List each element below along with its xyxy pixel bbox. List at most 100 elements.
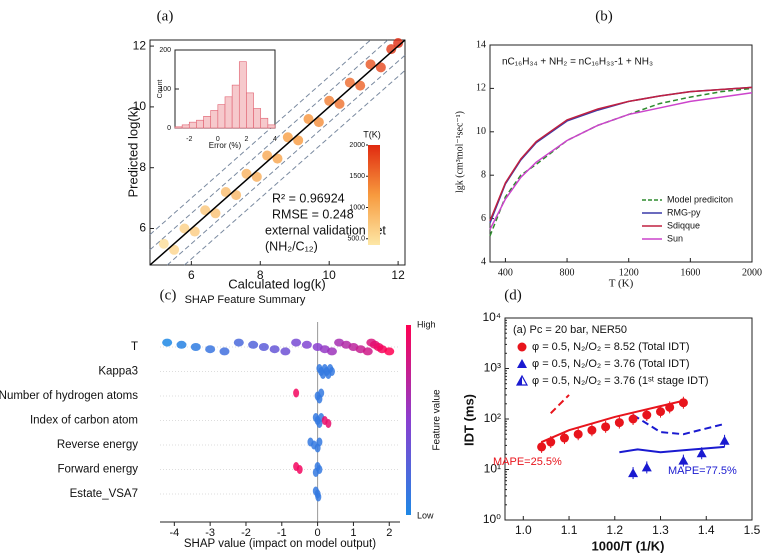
legend-label: Sun — [667, 233, 683, 243]
colorbar — [406, 325, 411, 515]
plot-frame — [149, 39, 406, 266]
colorbar-tick-label: 500.0 — [347, 236, 365, 243]
y-tick-label: 10³ — [484, 361, 501, 375]
x-tick-label: 1.5 — [744, 523, 761, 537]
inset-x-label: Error (%) — [209, 141, 242, 150]
scatter-point — [179, 223, 190, 234]
shap-point — [316, 465, 323, 474]
x-tick-label: 4 — [273, 136, 277, 143]
scatter-point — [365, 59, 376, 70]
scatter-point — [189, 226, 200, 237]
histogram-bar — [210, 110, 219, 129]
feature-label: Forward energy — [57, 464, 138, 476]
shap-point — [233, 338, 244, 347]
annotation: MAPE=25.5% — [493, 456, 562, 468]
x-tick-label: 1.1 — [561, 523, 578, 537]
y-tick-label: 8 — [139, 160, 146, 174]
x-tick-label: 1200 — [619, 267, 639, 278]
shap-point — [291, 338, 302, 347]
series-line — [489, 86, 753, 222]
x-tick-label: -1 — [277, 527, 287, 539]
histogram-bar — [224, 96, 233, 129]
scatter-point — [231, 190, 242, 201]
annotation: nC₁₆H₃₄ + NH₂ = nC₁₆H₃₃-1 + NH₃ — [502, 57, 653, 68]
histogram-bar — [196, 119, 204, 129]
colorbar — [368, 145, 380, 245]
legend-label: φ = 0.5, N₂/O₂ = 8.52 (Total IDT) — [532, 341, 690, 353]
legend-label: Sdiqque — [667, 220, 700, 230]
annotation: external validation set — [265, 223, 386, 237]
feature-label: Kappa3 — [98, 366, 138, 378]
colorbar-tick-label: 2000 — [349, 142, 365, 149]
scatter-point — [251, 171, 262, 182]
scatter-point — [293, 135, 304, 146]
data-point — [614, 418, 624, 428]
y-tick-label: 6 — [139, 221, 146, 235]
legend-label: φ = 0.5, N₂/O₂ = 3.76 (1ˢᵗ stage IDT) — [532, 375, 709, 387]
shap-point — [315, 492, 322, 502]
reference-line — [149, 39, 389, 251]
x-tick-label: 8 — [257, 268, 264, 282]
scatter-point — [375, 62, 386, 73]
feature-label: Number of hydrogen atoms — [0, 390, 138, 402]
x-axis-label: T (K) — [609, 278, 634, 290]
x-tick-label: 2 — [244, 136, 248, 143]
annotation: (NH₂/C₁₂) — [265, 239, 318, 253]
data-point — [628, 468, 639, 478]
series-line — [489, 91, 753, 230]
data-point — [696, 448, 707, 458]
chart-title: SHAP Feature Summary — [185, 294, 306, 306]
shap-point — [296, 465, 303, 474]
histogram-bar — [174, 126, 183, 129]
x-axis-label: Calculated log(k) — [228, 276, 326, 291]
histogram-bar — [203, 116, 212, 129]
y-tick-label: 10² — [484, 411, 501, 425]
y-tick-label: 4 — [481, 256, 486, 267]
scatter-point — [200, 205, 211, 216]
marker-half — [517, 376, 522, 385]
scatter-point — [210, 208, 221, 219]
x-tick-label: -4 — [169, 527, 179, 539]
panel-label: (a) — [157, 8, 174, 24]
x-tick-label: 12 — [391, 268, 405, 282]
y-tick-label: 12 — [133, 38, 147, 52]
shap-point — [258, 343, 269, 351]
shap-point — [205, 345, 216, 354]
feature-label: Reverse energy — [57, 439, 138, 451]
shap-point — [269, 345, 280, 354]
reference-line — [184, 70, 406, 266]
colorbar-tick-label: 1000 — [349, 204, 365, 211]
shap-point — [176, 340, 187, 349]
x-axis-label: SHAP value (impact on model output) — [184, 538, 376, 550]
legend-label: RMG-py — [667, 207, 701, 217]
colorbar-low: Low — [417, 510, 434, 520]
shap-point — [162, 338, 173, 347]
reference-line — [166, 54, 406, 266]
data-point — [628, 414, 638, 424]
data-point — [656, 407, 666, 417]
colorbar-high: High — [417, 319, 436, 329]
scatter-point — [262, 150, 273, 161]
y-tick-label: 14 — [476, 39, 486, 50]
legend-marker — [517, 342, 527, 352]
data-point — [678, 455, 689, 465]
x-tick-label: 2000 — [742, 267, 762, 278]
annotation: MAPE=77.5% — [668, 465, 737, 477]
scatter-point — [282, 132, 293, 143]
data-point — [601, 422, 611, 432]
x-tick-label: 2 — [386, 527, 392, 539]
shap-point — [316, 437, 323, 447]
y-tick-label: 200 — [159, 47, 171, 54]
x-tick-label: 0 — [315, 527, 321, 539]
data-point — [665, 402, 675, 412]
shap-point — [293, 388, 300, 398]
y-tick-label: 12 — [476, 83, 486, 94]
model-line — [619, 445, 725, 454]
histogram-bar — [188, 121, 197, 129]
scatter-point — [272, 153, 283, 164]
shap-point — [325, 419, 332, 428]
scatter-point — [334, 98, 345, 109]
x-tick-label: 0 — [216, 136, 220, 143]
shap-point — [362, 347, 373, 356]
